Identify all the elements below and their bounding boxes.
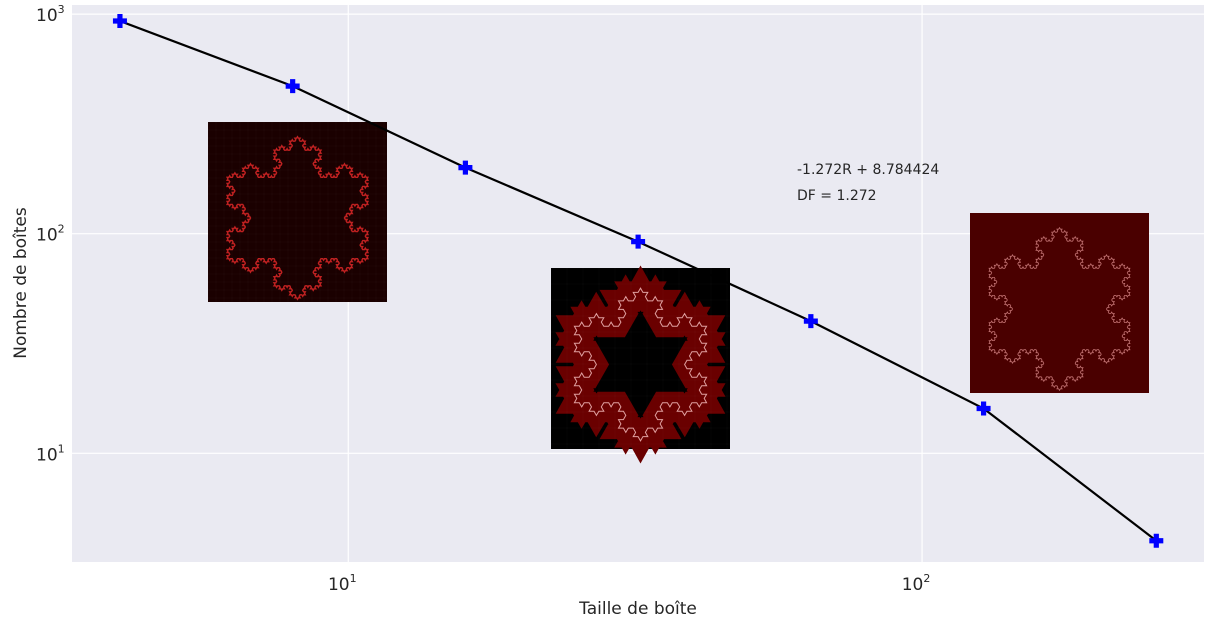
- data-point: [285, 79, 300, 94]
- data-point: [803, 314, 818, 329]
- x-tick-label: 101: [328, 572, 357, 595]
- x-tick-label: 102: [902, 572, 931, 595]
- inset-images: [207, 121, 1149, 464]
- data-point: [631, 234, 646, 249]
- y-axis-title: Nombre de boîtes: [11, 207, 31, 359]
- series: [112, 14, 1164, 548]
- inset-background: [208, 122, 387, 302]
- fractal-dimension-annotation: DF = 1.272: [797, 188, 877, 204]
- inset-image: [207, 121, 387, 302]
- x-axis-title: Taille de boîte: [578, 599, 697, 619]
- koch-snowflake: [988, 226, 1131, 392]
- koch-snowflake: [573, 287, 708, 442]
- inset-background: [970, 213, 1149, 393]
- inset-image: [970, 213, 1149, 393]
- data-point: [112, 14, 127, 29]
- tick-labels: 101 102 101 102 103: [36, 3, 930, 595]
- y-tick-label: 102: [36, 223, 65, 246]
- y-tick-label: 103: [36, 3, 65, 26]
- data-point: [1149, 533, 1164, 548]
- data-point: [976, 401, 991, 416]
- data-point: [458, 160, 473, 175]
- y-tick-label: 101: [36, 442, 65, 465]
- inset-image: [550, 265, 730, 464]
- fit-equation-annotation: -1.272R + 8.784424: [797, 162, 939, 178]
- koch-snowflake: [225, 135, 370, 301]
